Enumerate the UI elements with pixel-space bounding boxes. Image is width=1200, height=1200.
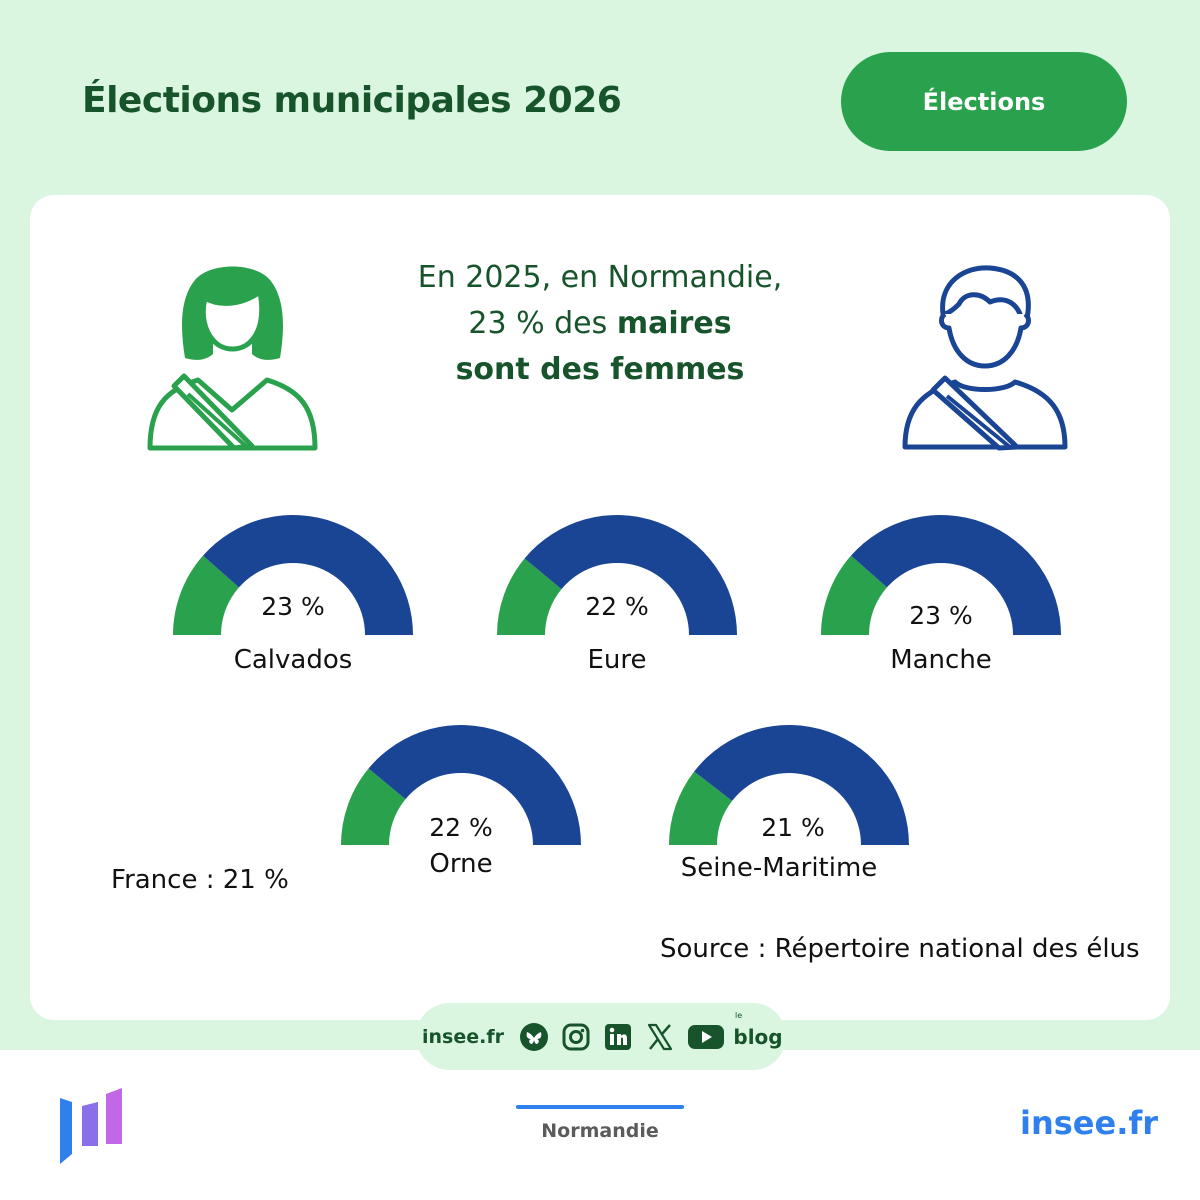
page-title: Élections municipales 2026 (82, 80, 622, 121)
linkedin-icon[interactable] (602, 1021, 634, 1053)
france-average-note: France : 21 % (111, 865, 289, 895)
bluesky-icon[interactable] (518, 1021, 550, 1053)
man-mayor-sash-icon (902, 265, 1068, 451)
headline-line-2-bold: maires (616, 306, 732, 341)
source-note: Source : Répertoire national des élus (660, 934, 1140, 964)
headline-line-2: 23 % des maires (340, 301, 860, 347)
gauge-label-manche: Manche (890, 645, 992, 675)
headline-line-1: En 2025, en Normandie, (417, 260, 783, 295)
gauge-women-arc-calvados (173, 555, 239, 635)
gauge-seine-maritime (669, 725, 909, 845)
headline: En 2025, en Normandie, 23 % des maires s… (340, 255, 860, 393)
gauge-women-arc-orne (341, 768, 406, 845)
gauge-label-eure: Eure (587, 645, 647, 675)
youtube-icon[interactable] (686, 1021, 726, 1053)
gauge-value-manche: 23 % (909, 601, 973, 630)
gauge-men-arc-seine-maritime (694, 725, 909, 845)
gauge-men-arc-eure (524, 514, 737, 635)
gauge-men-arc-orne (368, 725, 581, 845)
gauge-orne (341, 725, 581, 845)
gauge-label-calvados: Calvados (233, 645, 353, 675)
gauge-women-arc-manche (821, 555, 887, 635)
gauge-label-seine-maritime: Seine-Maritime (680, 853, 878, 883)
gauge-label-orne: Orne (429, 849, 493, 879)
insee-logo (60, 1088, 122, 1164)
gauge-eure (497, 514, 737, 635)
headline-line-2-plain: 23 % des (468, 306, 608, 341)
gauge-value-calvados: 23 % (261, 592, 325, 621)
blog-icon-label: blog (733, 1024, 783, 1049)
gauge-value-seine-maritime: 21 % (761, 813, 825, 842)
social-site-link[interactable]: insee.fr (422, 1025, 504, 1048)
blog-icon-small-label: le (734, 1010, 743, 1020)
footer-site-link[interactable]: insee.fr (1020, 1104, 1159, 1142)
region-underline (516, 1105, 684, 1109)
gauge-manche (821, 515, 1061, 635)
headline-line-3: sont des femmes (340, 347, 860, 393)
x-icon[interactable] (644, 1021, 676, 1053)
instagram-icon[interactable] (560, 1021, 592, 1053)
gauge-men-arc-calvados (202, 515, 413, 635)
woman-mayor-sash-icon (147, 266, 318, 451)
social-bar: insee.fr le blog (416, 1003, 786, 1070)
gauge-women-arc-seine-maritime (669, 771, 733, 845)
elections-tag-button[interactable]: Élections (841, 52, 1127, 151)
headline-line-3-bold: sont des femmes (455, 352, 745, 387)
region-label: Normandie (541, 1120, 659, 1142)
gauge-value-eure: 22 % (585, 592, 649, 621)
gauge-calvados (173, 515, 413, 635)
blog-icon[interactable]: le blog (733, 1011, 783, 1053)
gauge-men-arc-manche (850, 515, 1061, 635)
gauge-value-orne: 22 % (429, 813, 493, 842)
gauge-women-arc-eure (497, 558, 562, 635)
